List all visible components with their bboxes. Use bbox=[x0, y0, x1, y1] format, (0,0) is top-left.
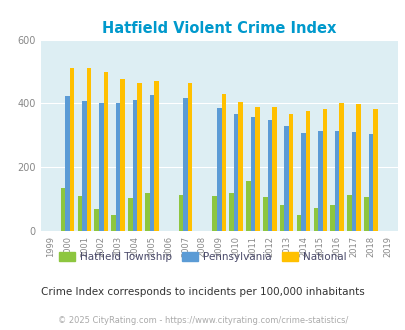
Bar bbox=[255, 107, 259, 231]
Bar bbox=[363, 197, 368, 231]
Bar bbox=[94, 209, 99, 231]
Bar bbox=[82, 101, 87, 231]
Bar bbox=[103, 73, 108, 231]
Bar bbox=[356, 104, 360, 231]
Bar bbox=[346, 195, 351, 231]
Bar bbox=[267, 120, 271, 231]
Bar bbox=[372, 109, 377, 231]
Bar bbox=[233, 114, 238, 231]
Bar bbox=[351, 132, 356, 231]
Bar bbox=[317, 131, 322, 231]
Legend: Hatfield Township, Pennsylvania, National: Hatfield Township, Pennsylvania, Nationa… bbox=[55, 248, 350, 266]
Bar bbox=[178, 195, 183, 231]
Bar bbox=[70, 68, 74, 231]
Bar bbox=[120, 80, 125, 231]
Bar bbox=[296, 215, 301, 231]
Bar bbox=[284, 126, 288, 231]
Text: © 2025 CityRating.com - https://www.cityrating.com/crime-statistics/: © 2025 CityRating.com - https://www.city… bbox=[58, 315, 347, 325]
Bar bbox=[339, 103, 343, 231]
Bar bbox=[229, 193, 233, 231]
Bar bbox=[216, 108, 221, 231]
Bar bbox=[221, 94, 226, 231]
Title: Hatfield Violent Crime Index: Hatfield Violent Crime Index bbox=[102, 21, 336, 36]
Bar bbox=[330, 205, 334, 231]
Bar bbox=[279, 205, 283, 231]
Bar bbox=[111, 215, 115, 231]
Bar bbox=[271, 107, 276, 231]
Bar bbox=[145, 193, 149, 231]
Bar bbox=[128, 197, 132, 231]
Bar bbox=[154, 81, 158, 231]
Bar bbox=[132, 100, 137, 231]
Text: Crime Index corresponds to incidents per 100,000 inhabitants: Crime Index corresponds to incidents per… bbox=[41, 287, 364, 297]
Bar bbox=[368, 134, 372, 231]
Bar bbox=[313, 208, 317, 231]
Bar bbox=[334, 131, 339, 231]
Bar bbox=[212, 196, 216, 231]
Bar bbox=[77, 196, 82, 231]
Bar bbox=[149, 95, 154, 231]
Bar bbox=[238, 102, 242, 231]
Bar bbox=[245, 181, 250, 231]
Bar bbox=[322, 109, 326, 231]
Bar bbox=[87, 68, 91, 231]
Bar bbox=[65, 96, 70, 231]
Bar bbox=[301, 133, 305, 231]
Bar bbox=[250, 117, 255, 231]
Bar bbox=[305, 111, 309, 231]
Bar bbox=[262, 197, 267, 231]
Bar bbox=[115, 103, 120, 231]
Bar bbox=[288, 114, 293, 231]
Bar bbox=[183, 98, 188, 231]
Bar bbox=[99, 103, 103, 231]
Bar bbox=[61, 188, 65, 231]
Bar bbox=[137, 83, 141, 231]
Bar bbox=[188, 82, 192, 231]
